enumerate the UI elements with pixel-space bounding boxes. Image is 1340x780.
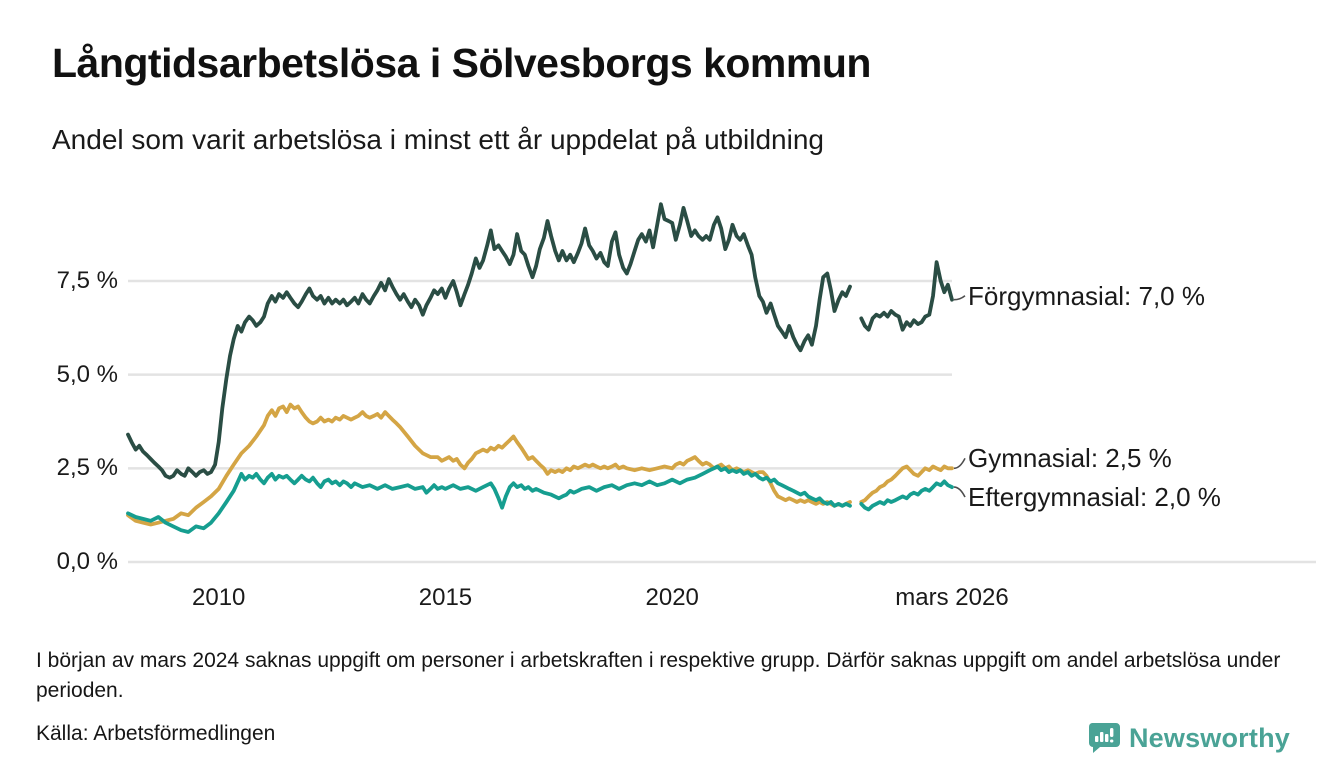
label-connector [953,457,966,470]
newsworthy-brand: Newsworthy [1087,719,1290,758]
page-subtitle: Andel som varit arbetslösa i minst ett å… [52,124,824,155]
series-line-eftergymnasial [126,464,852,534]
label-connector [953,295,966,301]
y-axis-tick-label: 0,0 % [56,548,118,575]
x-axis-tick-label: 2020 [645,584,699,611]
y-axis-tick-label: 5,0 % [56,360,118,388]
series-end-label-gymnasial: Gymnasial: 2,5 % [968,443,1172,474]
y-axis-tick-label: 2,5 % [56,454,118,482]
series-end-label-förgymnasial: Förgymnasial: 7,0 % [968,280,1205,311]
footnote-text: I början av mars 2024 saknas uppgift om … [36,649,1281,702]
source-text: Källa: Arbetsförmedlingen [36,722,276,745]
label-connector [953,486,966,498]
series-line-förgymnasial [859,260,954,332]
series-line-förgymnasial [126,202,852,480]
y-axis-tick-label: 7,5 % [56,266,118,294]
series-line-gymnasial [126,402,852,527]
x-axis-tick-label: 2010 [191,584,246,611]
series-line-eftergymnasial [859,479,954,512]
x-axis-tick-label: mars 2026 [895,584,1009,611]
x-axis-tick-label: 2015 [418,584,473,611]
series-end-label-eftergymnasial: Eftergymnasial: 2,0 % [968,482,1221,513]
newsworthy-logo-icon [1087,719,1121,758]
newsworthy-logo-text: Newsworthy [1128,723,1290,753]
page-title: Långtidsarbetslösa i Sölvesborgs kommun [52,40,871,86]
series-line-gymnasial [859,464,954,504]
